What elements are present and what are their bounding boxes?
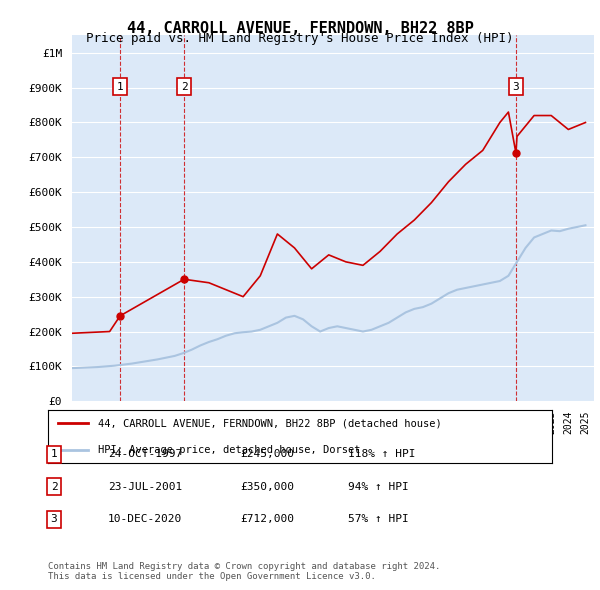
Text: 2: 2 xyxy=(181,81,187,91)
Text: 24-OCT-1997: 24-OCT-1997 xyxy=(108,450,182,459)
Text: HPI: Average price, detached house, Dorset: HPI: Average price, detached house, Dors… xyxy=(98,445,361,455)
Text: 3: 3 xyxy=(50,514,58,524)
Text: £350,000: £350,000 xyxy=(240,482,294,491)
Text: Price paid vs. HM Land Registry's House Price Index (HPI): Price paid vs. HM Land Registry's House … xyxy=(86,32,514,45)
Text: 3: 3 xyxy=(512,81,520,91)
Text: 44, CARROLL AVENUE, FERNDOWN, BH22 8BP: 44, CARROLL AVENUE, FERNDOWN, BH22 8BP xyxy=(127,21,473,35)
Text: £245,000: £245,000 xyxy=(240,450,294,459)
Text: 44, CARROLL AVENUE, FERNDOWN, BH22 8BP (detached house): 44, CARROLL AVENUE, FERNDOWN, BH22 8BP (… xyxy=(98,418,442,428)
Text: 23-JUL-2001: 23-JUL-2001 xyxy=(108,482,182,491)
Text: 1: 1 xyxy=(50,450,58,459)
Text: £712,000: £712,000 xyxy=(240,514,294,524)
Text: 118% ↑ HPI: 118% ↑ HPI xyxy=(348,450,415,459)
Text: 57% ↑ HPI: 57% ↑ HPI xyxy=(348,514,409,524)
Text: 2: 2 xyxy=(50,482,58,491)
Text: Contains HM Land Registry data © Crown copyright and database right 2024.
This d: Contains HM Land Registry data © Crown c… xyxy=(48,562,440,581)
Text: 10-DEC-2020: 10-DEC-2020 xyxy=(108,514,182,524)
Text: 94% ↑ HPI: 94% ↑ HPI xyxy=(348,482,409,491)
Text: 1: 1 xyxy=(117,81,124,91)
